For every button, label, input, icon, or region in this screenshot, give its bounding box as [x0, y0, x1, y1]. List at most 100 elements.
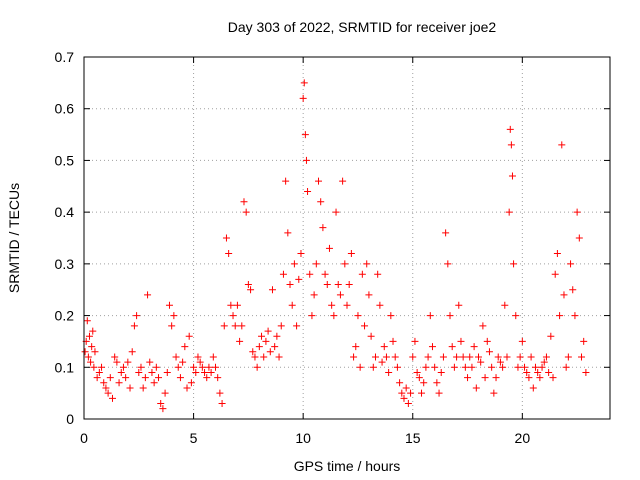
data-point [523, 368, 531, 376]
data-point [529, 384, 537, 392]
data-point [146, 358, 154, 366]
data-point [137, 363, 145, 371]
data-point [141, 374, 149, 382]
data-point [183, 384, 191, 392]
data-point [503, 353, 511, 361]
x-tick-labels: 0 5 10 15 20 [80, 430, 530, 446]
data-point [290, 260, 298, 268]
data-point [428, 343, 436, 351]
data-point [455, 301, 463, 309]
data-point [225, 250, 233, 258]
data-point [100, 379, 108, 387]
data-point [227, 301, 235, 309]
data-point [507, 141, 515, 149]
data-point [277, 322, 285, 330]
data-point [236, 337, 244, 345]
data-point [113, 358, 121, 366]
data-point [179, 358, 187, 366]
data-point [404, 399, 412, 407]
y-tick-label: 0.7 [55, 49, 75, 65]
data-point [190, 363, 198, 371]
data-point [260, 353, 268, 361]
grid-lines [84, 57, 610, 419]
data-point [501, 301, 509, 309]
y-tick-label: 0.2 [55, 308, 75, 324]
data-point [538, 363, 546, 371]
data-point [258, 332, 266, 340]
data-point [356, 363, 364, 371]
data-point [275, 353, 283, 361]
data-point [218, 399, 226, 407]
data-point [453, 353, 461, 361]
data-point [558, 141, 566, 149]
data-point [580, 337, 588, 345]
data-point [288, 301, 296, 309]
data-point [506, 125, 514, 133]
data-point [196, 358, 204, 366]
data-point [389, 337, 397, 345]
data-point [339, 177, 347, 185]
data-point [214, 374, 222, 382]
data-point [325, 244, 333, 252]
data-point [253, 363, 261, 371]
data-point [380, 343, 388, 351]
data-point [468, 363, 476, 371]
data-point [174, 363, 182, 371]
data-point [249, 348, 257, 356]
data-point [573, 208, 581, 216]
data-point [310, 291, 318, 299]
data-point [496, 358, 504, 366]
data-point [194, 353, 202, 361]
data-point [152, 363, 160, 371]
data-point [231, 322, 239, 330]
data-point [488, 363, 496, 371]
data-point [542, 353, 550, 361]
data-point [540, 358, 548, 366]
data-point [578, 353, 586, 361]
data-point [181, 343, 189, 351]
data-point [90, 363, 98, 371]
data-point [255, 343, 263, 351]
data-point [492, 374, 500, 382]
data-point [170, 312, 178, 320]
data-point [279, 270, 287, 278]
data-point [545, 368, 553, 376]
data-point [242, 208, 250, 216]
data-point [464, 374, 472, 382]
data-point [247, 286, 255, 294]
y-tick-label: 0.4 [55, 204, 75, 220]
data-point [262, 337, 270, 345]
data-point [88, 343, 96, 351]
data-point [321, 270, 329, 278]
data-point [516, 353, 524, 361]
data-point [514, 363, 522, 371]
data-point [222, 234, 230, 242]
data-point [431, 363, 439, 371]
data-point [343, 301, 351, 309]
data-point [84, 353, 92, 361]
data-point [472, 384, 480, 392]
data-point [163, 368, 171, 376]
data-point [347, 250, 355, 258]
data-point [409, 353, 417, 361]
data-point [531, 363, 539, 371]
data-point [400, 394, 408, 402]
data-point [300, 79, 308, 87]
data-point [332, 208, 340, 216]
data-point [341, 260, 349, 268]
data-point [157, 399, 165, 407]
data-point [117, 368, 125, 376]
data-point [240, 198, 248, 206]
data-point [308, 312, 316, 320]
data-point [442, 229, 450, 237]
data-point [135, 368, 143, 376]
chart-title: Day 303 of 2022, SRMTID for receiver joe… [228, 19, 497, 35]
data-point [374, 270, 382, 278]
data-point [575, 234, 583, 242]
data-point [534, 368, 542, 376]
data-point [396, 379, 404, 387]
data-point [413, 368, 421, 376]
data-point [361, 322, 369, 330]
data-point [115, 379, 123, 387]
